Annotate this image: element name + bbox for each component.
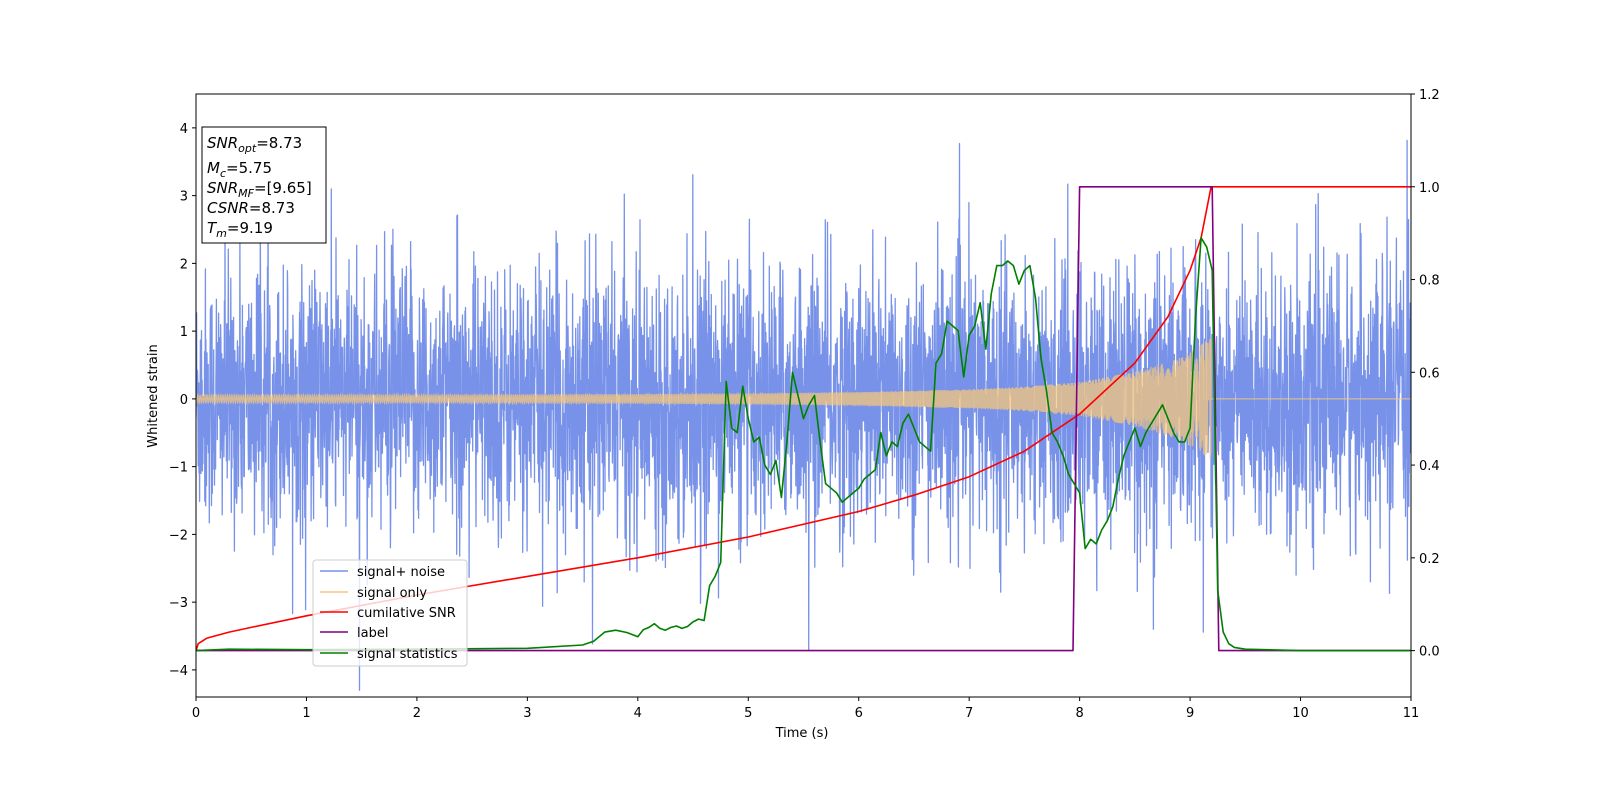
series-layer: [196, 139, 1411, 691]
y-right-tick-label: 0.6: [1419, 366, 1440, 381]
legend-label-signal-statistics: signal statistics: [357, 647, 458, 662]
y-axis-label: Whitened strain: [146, 344, 161, 447]
legend-label-signal-noise: signal+ noise: [357, 565, 445, 580]
x-tick-label: 3: [523, 706, 531, 721]
x-tick-label: 5: [744, 706, 752, 721]
info-line-mc: Mc=5.75: [207, 159, 272, 180]
series-line-label: [196, 186, 1411, 652]
y-right-tick-label: 1.0: [1419, 181, 1440, 196]
y-right-tick-label: 1.2: [1419, 88, 1440, 103]
y-right-tick-label: 0.4: [1419, 459, 1440, 474]
legend-frame: [312, 559, 468, 667]
y-right-tick-label: 0.8: [1419, 274, 1440, 289]
x-tick-label: 9: [1186, 706, 1194, 721]
legend: signal+ noise signal only cumilative SNR…: [312, 559, 468, 667]
x-tick-label: 6: [855, 706, 863, 721]
info-line-snr-mf: SNRMF=[9.65]: [207, 179, 312, 200]
info-box-frame: [201, 126, 327, 244]
info-line-csnr: CSNR=8.73: [207, 199, 295, 217]
series-line-signal-only: [196, 337, 1411, 458]
y-left-tick-label: 0: [180, 393, 188, 408]
y-left-tick-label: 1: [180, 325, 188, 340]
series-line-cumulative-snr: [196, 186, 1411, 651]
y-left-tick-label: 4: [180, 122, 188, 137]
x-tick-label: 4: [634, 706, 642, 721]
ticks-layer: 0 1 2 3 4 5 6 7 8 9 10 11 −4 −3 −2 −1 0 1 2 3 4 0.0 0.2 0.4 0.6 0…: [169, 88, 1440, 721]
x-tick-label: 2: [413, 706, 421, 721]
info-box: SNRopt=8.73 Mc=5.75 SNRMF=[9.65] CSNR=8.…: [201, 126, 327, 244]
x-tick-label: 8: [1075, 706, 1083, 721]
plot-frame: [195, 93, 1412, 698]
info-line-snr-opt: SNRopt=8.73: [207, 134, 302, 155]
y-right-tick-label: 0.2: [1419, 552, 1440, 567]
x-tick-label: 1: [302, 706, 310, 721]
y-left-tick-label: 2: [180, 257, 188, 272]
x-axis-label: Time (s): [775, 726, 829, 741]
y-left-tick-label: −4: [169, 664, 188, 679]
y-left-tick-label: 3: [180, 190, 188, 205]
x-tick-label: 0: [192, 706, 200, 721]
legend-label-cumulative-snr: cumilative SNR: [357, 606, 456, 621]
series-line-signal-statistics: [196, 237, 1411, 652]
info-line-tm: Tm=9.19: [207, 219, 273, 240]
y-left-tick-label: −3: [169, 596, 188, 611]
x-tick-label: 10: [1292, 706, 1309, 721]
x-tick-label: 11: [1403, 706, 1420, 721]
y-left-tick-label: −2: [169, 528, 188, 543]
y-left-tick-label: −1: [169, 461, 188, 476]
legend-label-label: label: [357, 626, 388, 641]
x-tick-label: 7: [965, 706, 973, 721]
y-right-tick-label: 0.0: [1419, 645, 1440, 660]
legend-label-signal-only: signal only: [357, 586, 427, 601]
